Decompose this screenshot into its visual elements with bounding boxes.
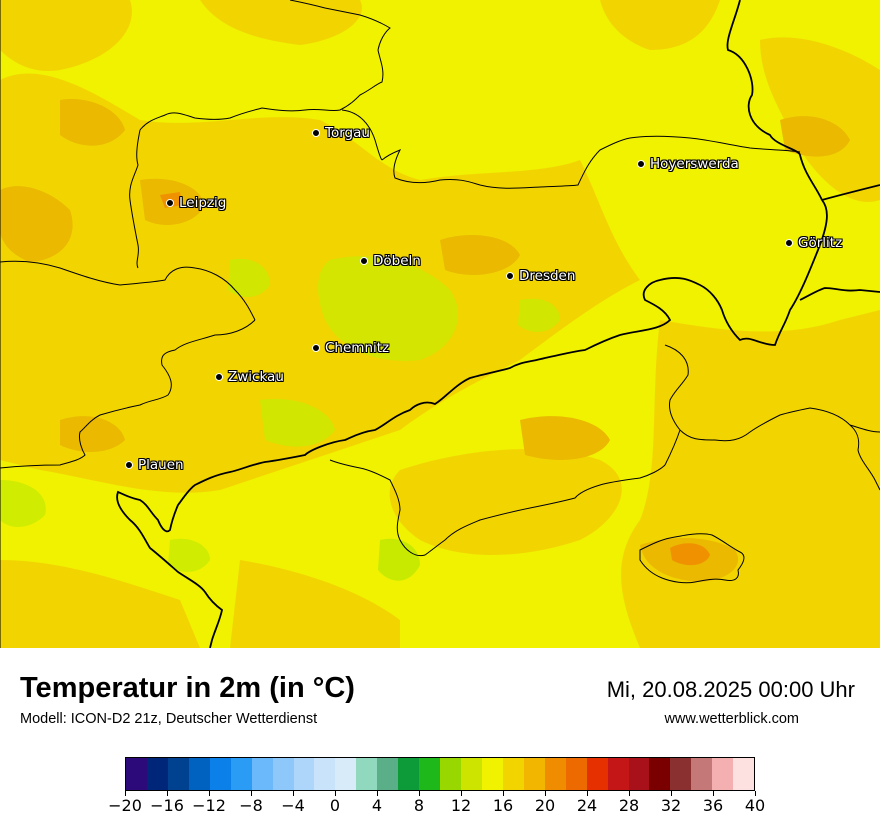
legend-swatch <box>314 758 336 790</box>
city-label: Leipzig <box>179 195 227 211</box>
legend-tick-label: 8 <box>413 796 425 815</box>
model-info: Modell: ICON-D2 21z, Deutscher Wetterdie… <box>20 711 318 727</box>
legend-swatch <box>167 758 189 790</box>
legend-swatch <box>691 758 713 790</box>
legend-swatch <box>335 758 357 790</box>
city-marker-dresden: Dresden <box>506 268 575 284</box>
legend-swatch <box>586 758 608 790</box>
legend-swatch <box>209 758 231 790</box>
legend-tick <box>628 791 630 796</box>
map-title: Temperatur in 2m (in °C) <box>20 672 355 704</box>
legend-tick <box>292 791 294 796</box>
legend-tick-label: 40 <box>744 796 766 815</box>
city-dot <box>637 160 645 168</box>
legend-swatch <box>440 758 461 790</box>
legend-swatch <box>565 758 587 790</box>
legend-tick <box>544 791 546 796</box>
legend-tick <box>502 791 504 796</box>
legend-swatch <box>607 758 629 790</box>
legend-swatch <box>733 758 755 790</box>
legend-ticks: −20 −16 −12 −8 −4 0 4 8 12 16 20 24 28 32 36 40 <box>108 791 765 821</box>
legend-swatch <box>293 758 315 790</box>
city-dot <box>125 461 133 469</box>
city-dot <box>312 344 320 352</box>
city-label: Torgau <box>325 125 370 141</box>
city-label: Görlitz <box>798 235 843 251</box>
legend-tick <box>586 791 588 796</box>
legend-tick <box>334 791 336 796</box>
city-label: Chemnitz <box>325 340 390 356</box>
legend-swatch <box>481 758 503 790</box>
city-marker-hoyerswerda: Hoyerswerda <box>637 156 739 172</box>
legend-swatch <box>502 758 524 790</box>
legend-swatch <box>398 758 420 790</box>
legend-tick-label: 36 <box>702 796 724 815</box>
legend-tick-label: −8 <box>239 796 263 815</box>
city-marker-doebeln: Döbeln <box>360 253 421 269</box>
legend-swatch <box>251 758 273 790</box>
legend-tick-label: −12 <box>192 796 226 815</box>
borders <box>0 0 880 648</box>
legend-tick-label: 24 <box>576 796 598 815</box>
city-label: Hoyerswerda <box>650 156 739 172</box>
legend-swatch <box>649 758 671 790</box>
legend-tick <box>754 791 756 796</box>
legend-tick <box>670 791 672 796</box>
legend-swatch <box>188 758 210 790</box>
legend-tick-label: −16 <box>150 796 184 815</box>
legend-tick-label: 0 <box>329 796 341 815</box>
city-dot <box>312 129 320 137</box>
city-marker-zwickau: Zwickau <box>215 369 284 385</box>
city-dot <box>166 199 174 207</box>
legend-tick-label: −4 <box>281 796 305 815</box>
color-legend <box>125 757 755 791</box>
legend-tick <box>376 791 378 796</box>
city-marker-leipzig: Leipzig <box>166 195 226 211</box>
legend-tick-label: 20 <box>534 796 556 815</box>
legend-tick <box>250 791 252 796</box>
city-label: Dresden <box>519 268 576 284</box>
legend-swatch <box>377 758 399 790</box>
legend-swatch <box>712 758 734 790</box>
city-label: Döbeln <box>373 253 421 269</box>
legend-tick-label: 28 <box>618 796 640 815</box>
legend-swatch <box>126 758 147 790</box>
city-marker-torgau: Torgau <box>312 125 370 141</box>
legend-swatch <box>670 758 692 790</box>
legend-swatch <box>272 758 294 790</box>
website-link[interactable]: www.wetterblick.com <box>664 711 799 727</box>
city-marker-chemnitz: Chemnitz <box>312 340 389 356</box>
city-dot <box>215 373 223 381</box>
city-label: Zwickau <box>228 369 284 385</box>
legend-swatch <box>544 758 566 790</box>
legend-swatch <box>419 758 441 790</box>
legend-swatch <box>461 758 482 790</box>
city-dot <box>360 257 368 265</box>
legend-swatch <box>523 758 545 790</box>
city-label: Plauen <box>138 457 184 473</box>
legend-swatch <box>230 758 252 790</box>
legend-tick-label: 32 <box>660 796 682 815</box>
legend-tick <box>418 791 420 796</box>
legend-tick <box>208 791 210 796</box>
legend-tick-label: 4 <box>371 796 383 815</box>
legend-tick-label: −20 <box>108 796 142 815</box>
temperature-field <box>0 0 880 648</box>
legend-tick <box>124 791 126 796</box>
legend-tick <box>166 791 168 796</box>
city-dot <box>785 239 793 247</box>
temperature-patches <box>0 0 880 648</box>
legend-swatch <box>146 758 168 790</box>
forecast-datetime: Mi, 20.08.2025 00:00 Uhr <box>606 677 855 702</box>
legend-tick-label: 12 <box>450 796 472 815</box>
city-marker-goerlitz: Görlitz <box>785 235 842 251</box>
city-marker-plauen: Plauen <box>125 457 184 473</box>
legend-swatch <box>628 758 650 790</box>
legend-tick <box>712 791 714 796</box>
temperature-map: Torgau Leipzig Hoyerswerda Görlitz Döbel… <box>0 0 880 648</box>
city-dot <box>506 272 514 280</box>
legend-tick-label: 16 <box>492 796 514 815</box>
legend-swatch <box>356 758 378 790</box>
legend-tick <box>460 791 462 796</box>
